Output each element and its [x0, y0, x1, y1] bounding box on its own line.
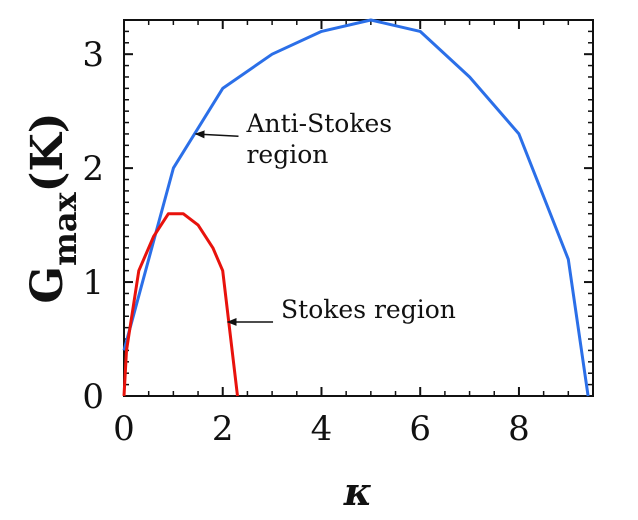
annotation-text-1: Anti-Stokes region	[245, 109, 392, 169]
series-line-2	[122, 212, 239, 397]
annotation-arrow-1	[194, 130, 239, 139]
annotation-text-2: Stokes region	[281, 295, 456, 324]
y-axis-title-subscript: max	[46, 191, 84, 266]
x-tick-label: 8	[508, 409, 530, 449]
x-tick-label: 4	[311, 409, 333, 449]
y-tick-label: 3	[82, 35, 104, 75]
minor-ticks	[124, 19, 593, 396]
y-axis-title-suffix: (K)	[22, 112, 73, 192]
x-axis-title: κ	[343, 469, 372, 514]
major-ticks	[123, 20, 593, 397]
series-line-1	[122, 18, 590, 397]
x-tick-label: 6	[409, 409, 431, 449]
y-tick-label: 1	[82, 263, 104, 303]
x-tick-label: 0	[113, 409, 135, 449]
y-tick-label: 0	[82, 377, 104, 417]
x-tick-label: 2	[212, 409, 234, 449]
tick-labels: 0 2 4 6 8 0 1 2 3	[82, 35, 529, 449]
y-axis-title-main: G	[22, 266, 73, 304]
y-tick-label: 2	[82, 149, 104, 189]
annotation-layer: Anti-Stokes region Stokes region	[194, 109, 456, 326]
plot-frame	[123, 19, 594, 397]
y-axis-title: Gmax(K)	[22, 112, 84, 303]
series-layer	[122, 18, 590, 397]
